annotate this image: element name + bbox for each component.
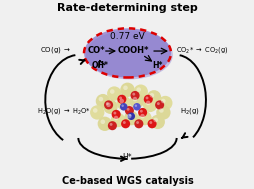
Circle shape [126,114,131,119]
Circle shape [136,121,138,124]
Circle shape [129,94,144,108]
Circle shape [110,113,125,127]
Circle shape [140,114,144,119]
Circle shape [127,112,135,120]
Ellipse shape [86,30,172,79]
Circle shape [156,105,170,120]
Circle shape [116,96,130,110]
Circle shape [134,119,143,128]
Circle shape [129,114,131,116]
Circle shape [136,87,140,92]
Circle shape [124,111,138,125]
Circle shape [106,102,110,107]
Circle shape [97,117,112,131]
Circle shape [142,98,157,112]
Circle shape [107,121,116,130]
Text: COOH*: COOH* [117,46,148,55]
Text: OH*: OH* [91,61,108,70]
Circle shape [143,95,152,104]
Circle shape [149,93,154,98]
Circle shape [138,108,147,117]
Circle shape [158,108,163,113]
Circle shape [124,106,133,115]
Circle shape [149,121,152,124]
Ellipse shape [84,28,170,77]
Text: H$_2$(g): H$_2$(g) [180,106,200,115]
Circle shape [121,119,130,128]
Circle shape [122,121,125,124]
Circle shape [109,123,112,126]
Text: Rate-determining step: Rate-determining step [57,3,197,13]
Circle shape [109,89,114,94]
Circle shape [123,85,127,90]
Circle shape [119,97,121,99]
Circle shape [134,105,137,107]
Circle shape [90,105,104,120]
Circle shape [119,99,123,103]
Circle shape [146,90,161,105]
Circle shape [95,94,110,108]
Circle shape [93,108,97,113]
Circle shape [147,119,156,128]
Circle shape [111,110,120,119]
Circle shape [130,91,139,100]
Circle shape [113,112,116,115]
Text: CO(g) $\rightarrow$: CO(g) $\rightarrow$ [39,45,71,55]
Circle shape [119,103,127,111]
Circle shape [139,110,142,113]
Circle shape [145,97,148,99]
Circle shape [154,100,164,109]
Circle shape [104,100,113,109]
Text: H$_2$O(g) $\rightarrow$ H$_2$O*: H$_2$O(g) $\rightarrow$ H$_2$O* [37,106,90,115]
Text: CO$_2$* $\rightarrow$ CO$_2$(g): CO$_2$* $\rightarrow$ CO$_2$(g) [175,45,227,55]
Circle shape [156,102,159,105]
Circle shape [150,115,164,129]
Circle shape [132,97,137,101]
Circle shape [160,99,165,103]
Circle shape [153,118,157,122]
Circle shape [126,108,129,111]
Circle shape [98,97,103,101]
Circle shape [132,93,135,96]
Circle shape [100,119,105,124]
Text: 0.77 eV: 0.77 eV [110,32,144,41]
Text: H*: H* [122,153,132,162]
Text: CO*: CO* [87,46,105,55]
Circle shape [105,102,108,105]
Circle shape [103,100,117,114]
Circle shape [157,96,172,110]
Circle shape [113,116,118,120]
Circle shape [137,111,151,125]
Text: H*: H* [152,61,162,70]
Text: Ce-based WGS catalysis: Ce-based WGS catalysis [61,176,193,186]
Circle shape [120,83,134,97]
Circle shape [133,84,147,99]
Circle shape [107,86,121,101]
Circle shape [133,103,140,111]
Circle shape [121,105,123,107]
Circle shape [145,101,150,105]
Circle shape [117,95,126,104]
